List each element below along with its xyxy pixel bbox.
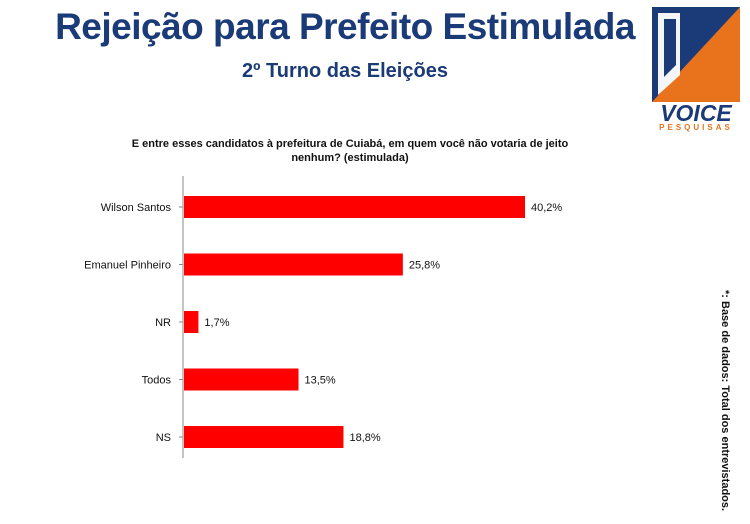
category-label: NR — [155, 317, 171, 329]
value-label: 40,2% — [531, 202, 562, 214]
page-title: Rejeição para Prefeito Estimulada — [55, 6, 635, 47]
value-label: 13,5% — [305, 375, 336, 387]
bar — [184, 253, 403, 276]
bar — [184, 368, 299, 391]
footnote-vertical: *: Base de dados: Total dos entrevistado… — [719, 290, 741, 512]
logo-wordmark: VOICE — [660, 100, 732, 126]
footnote-text: *: Base de dados: Total dos entrevistado… — [719, 290, 731, 512]
logo-subtext: PESQUISAS — [659, 123, 733, 132]
chart-question: E entre esses candidatos à prefeitura de… — [131, 138, 569, 164]
category-label: Todos — [142, 375, 172, 387]
value-label: 18,8% — [349, 432, 380, 444]
value-label: 1,7% — [204, 317, 229, 329]
bar — [184, 311, 199, 333]
category-label: Wilson Santos — [101, 202, 172, 214]
bar-chart: Wilson Santos 40,2% Emanuel Pinheiro 25,8% N… — [84, 176, 562, 458]
voice-logo-icon — [652, 7, 740, 102]
category-label: NS — [156, 432, 171, 444]
value-label: 25,8% — [409, 260, 440, 272]
page-subtitle: 2º Turno das Eleições — [242, 60, 448, 82]
bar — [184, 196, 525, 218]
category-label: Emanuel Pinheiro — [84, 260, 171, 272]
bar — [184, 426, 344, 448]
